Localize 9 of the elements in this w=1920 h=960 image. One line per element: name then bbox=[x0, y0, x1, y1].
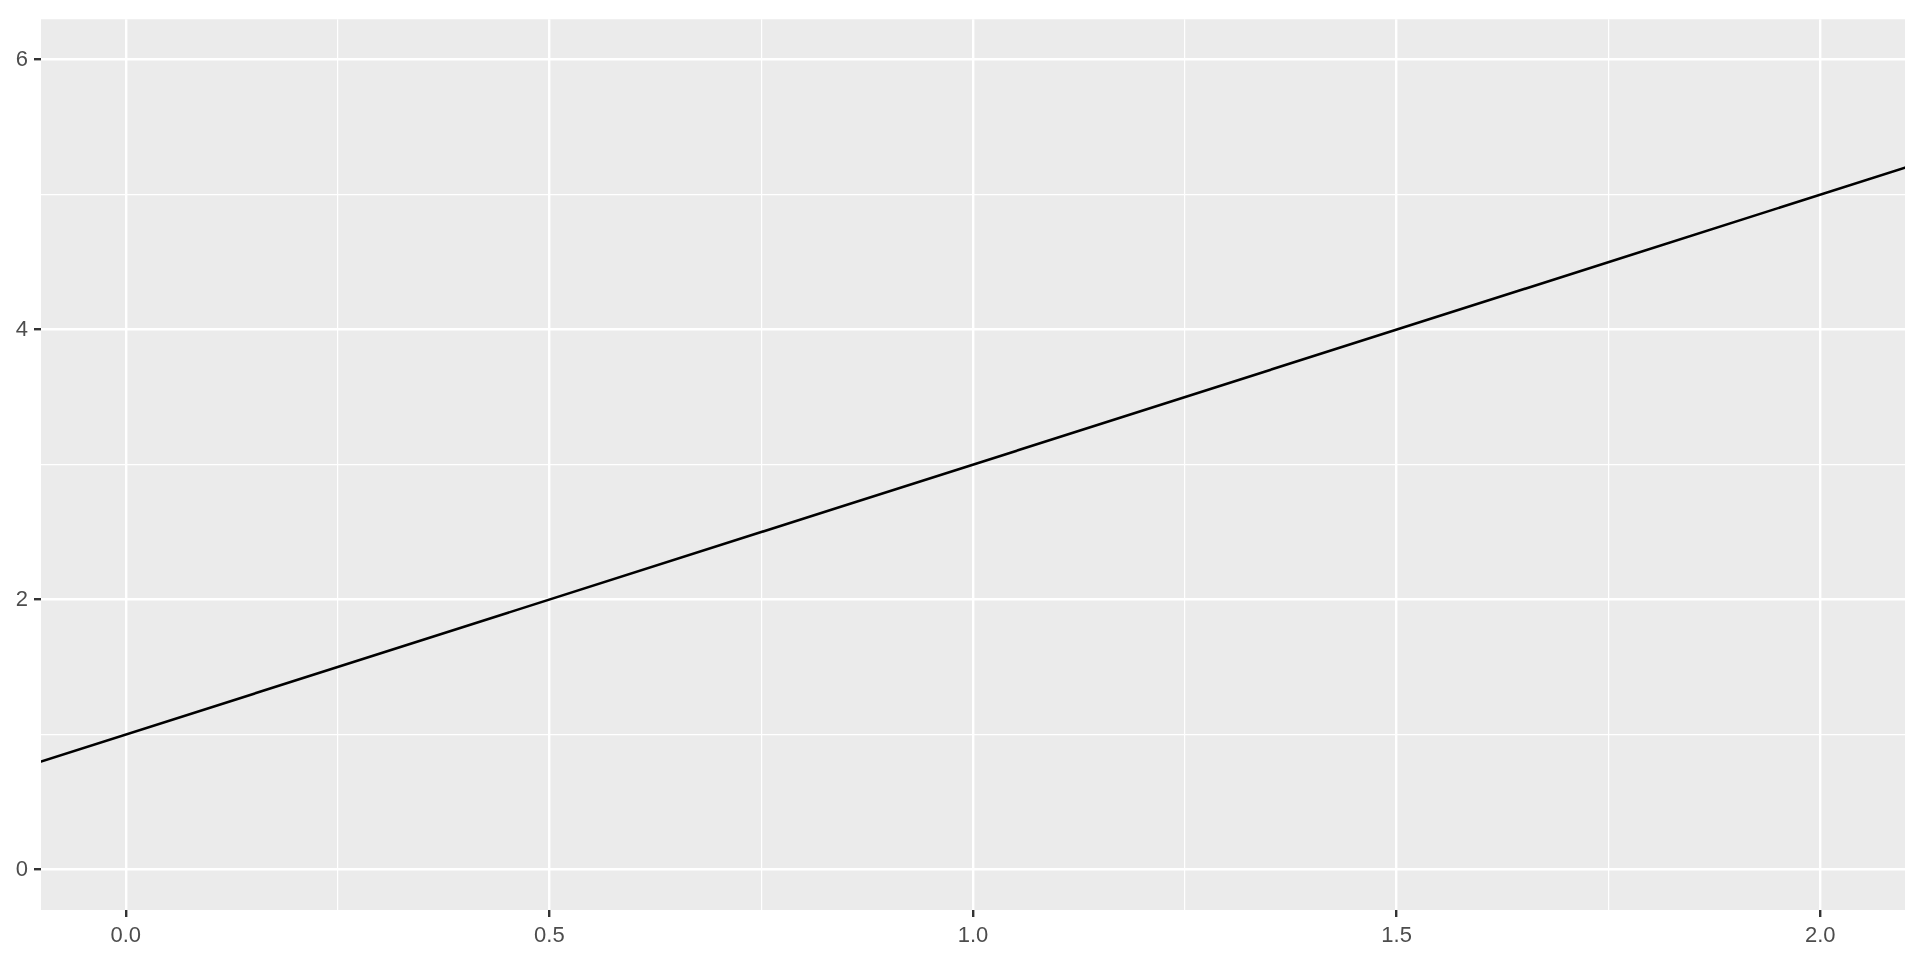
y-tick-label: 4 bbox=[15, 315, 28, 341]
x-tick-label: 1.5 bbox=[1381, 922, 1412, 948]
x-tick-label: 1.0 bbox=[957, 922, 989, 948]
y-tick-label: 2 bbox=[15, 585, 28, 611]
x-tick-label: 0.0 bbox=[110, 922, 142, 948]
y-tick-label: 6 bbox=[15, 45, 28, 71]
y-tick-label: 0 bbox=[15, 855, 28, 881]
x-tick-label: 2.0 bbox=[1804, 922, 1836, 948]
x-tick-label: 0.5 bbox=[534, 922, 565, 948]
